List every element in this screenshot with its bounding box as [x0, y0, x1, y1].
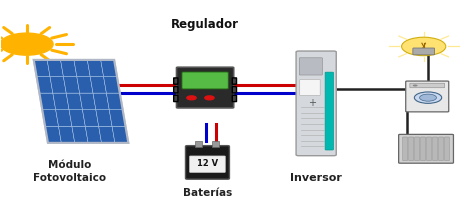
FancyBboxPatch shape [410, 83, 445, 88]
Polygon shape [61, 60, 77, 77]
FancyBboxPatch shape [406, 81, 449, 112]
FancyBboxPatch shape [173, 87, 178, 93]
FancyBboxPatch shape [212, 141, 219, 147]
Circle shape [419, 94, 437, 101]
FancyBboxPatch shape [299, 58, 322, 75]
Polygon shape [58, 126, 75, 143]
Polygon shape [109, 110, 126, 126]
Polygon shape [34, 60, 128, 143]
Polygon shape [34, 60, 50, 77]
Polygon shape [69, 110, 85, 126]
FancyBboxPatch shape [300, 80, 320, 95]
FancyBboxPatch shape [176, 67, 234, 108]
FancyBboxPatch shape [325, 72, 333, 150]
Circle shape [0, 33, 53, 55]
Polygon shape [82, 110, 99, 126]
FancyBboxPatch shape [173, 95, 178, 102]
Polygon shape [103, 77, 120, 93]
Polygon shape [85, 126, 101, 143]
Polygon shape [53, 93, 69, 110]
FancyBboxPatch shape [190, 156, 225, 172]
Polygon shape [106, 93, 123, 110]
FancyBboxPatch shape [296, 51, 336, 156]
Circle shape [401, 37, 446, 56]
Polygon shape [72, 126, 88, 143]
FancyBboxPatch shape [399, 134, 454, 163]
FancyBboxPatch shape [409, 137, 413, 161]
Polygon shape [74, 60, 90, 77]
Text: Módulo: Módulo [47, 160, 91, 170]
Text: Inversor: Inversor [290, 173, 342, 183]
Polygon shape [42, 110, 58, 126]
Polygon shape [64, 77, 80, 93]
Circle shape [205, 96, 214, 100]
Polygon shape [96, 110, 112, 126]
Circle shape [413, 84, 418, 87]
FancyBboxPatch shape [173, 78, 178, 84]
FancyBboxPatch shape [427, 137, 431, 161]
Text: Baterías: Baterías [182, 188, 232, 198]
FancyBboxPatch shape [413, 48, 435, 55]
Polygon shape [99, 126, 115, 143]
FancyBboxPatch shape [232, 95, 237, 102]
Polygon shape [36, 77, 53, 93]
Polygon shape [45, 126, 61, 143]
FancyBboxPatch shape [420, 137, 426, 161]
FancyBboxPatch shape [185, 146, 229, 179]
Polygon shape [80, 93, 96, 110]
Text: 12 V: 12 V [197, 159, 218, 168]
Polygon shape [66, 93, 82, 110]
Circle shape [187, 96, 196, 100]
FancyBboxPatch shape [433, 137, 438, 161]
Polygon shape [90, 77, 106, 93]
Polygon shape [112, 126, 128, 143]
Polygon shape [50, 77, 66, 93]
Polygon shape [77, 77, 93, 93]
Circle shape [414, 92, 442, 103]
FancyBboxPatch shape [232, 87, 237, 93]
FancyBboxPatch shape [182, 72, 228, 89]
Polygon shape [39, 93, 55, 110]
FancyBboxPatch shape [195, 141, 202, 147]
FancyBboxPatch shape [403, 137, 408, 161]
FancyBboxPatch shape [232, 78, 237, 84]
Text: Fotovoltaico: Fotovoltaico [33, 173, 106, 183]
Polygon shape [87, 60, 103, 77]
FancyBboxPatch shape [438, 137, 443, 161]
FancyBboxPatch shape [445, 137, 449, 161]
Polygon shape [101, 60, 117, 77]
Polygon shape [93, 93, 109, 110]
Text: +: + [308, 98, 316, 108]
FancyBboxPatch shape [415, 137, 419, 161]
Polygon shape [55, 110, 72, 126]
Text: Regulador: Regulador [171, 18, 239, 31]
Polygon shape [47, 60, 64, 77]
